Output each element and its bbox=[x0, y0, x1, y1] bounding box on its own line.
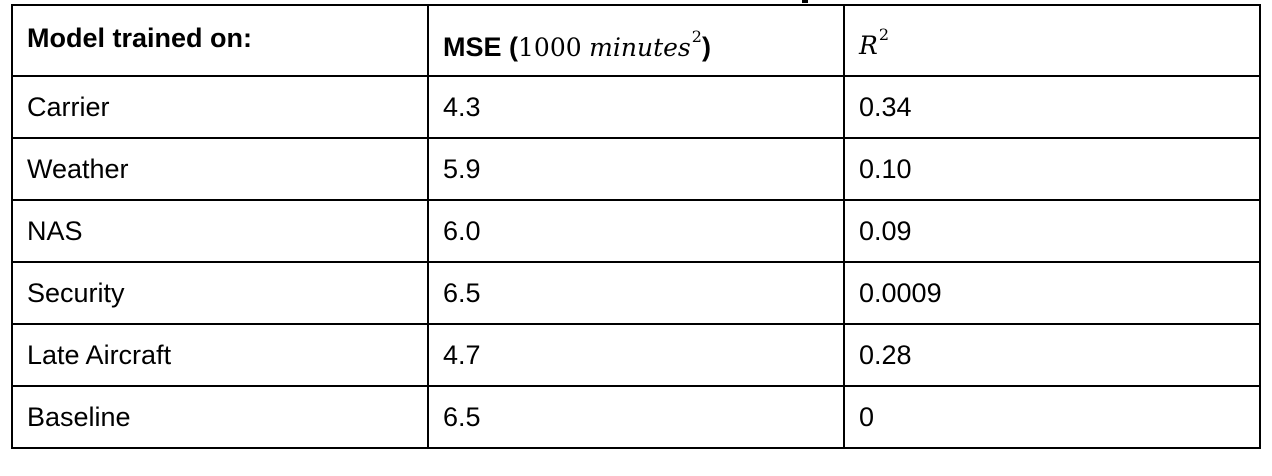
results-table: Model trained on: MSE (1000 minutes2) R2… bbox=[11, 4, 1261, 449]
header-mse-exponent: 2 bbox=[692, 27, 702, 46]
header-r2-symbol: R bbox=[859, 31, 878, 60]
header-mse-number: 1000 bbox=[518, 33, 582, 62]
header-mse-label: MSE bbox=[443, 32, 502, 62]
cell-model: NAS bbox=[12, 200, 428, 262]
header-model: Model trained on: bbox=[12, 5, 428, 76]
cell-mse: 4.7 bbox=[428, 324, 844, 386]
table-row: Weather 5.9 0.10 bbox=[12, 138, 1260, 200]
cell-model: Security bbox=[12, 262, 428, 324]
cell-model: Baseline bbox=[12, 386, 428, 448]
cell-mse: 6.5 bbox=[428, 386, 844, 448]
table-row: Late Aircraft 4.7 0.28 bbox=[12, 324, 1260, 386]
header-r2-exponent: 2 bbox=[879, 25, 889, 44]
cell-mse: 5.9 bbox=[428, 138, 844, 200]
cell-r2: 0.10 bbox=[844, 138, 1260, 200]
header-r2: R2 bbox=[844, 5, 1260, 76]
cell-model: Late Aircraft bbox=[12, 324, 428, 386]
cell-r2: 0 bbox=[844, 386, 1260, 448]
header-row: Model trained on: MSE (1000 minutes2) R2 bbox=[12, 5, 1260, 76]
cell-mse: 6.5 bbox=[428, 262, 844, 324]
header-mse-close-paren: ) bbox=[702, 32, 711, 62]
cell-r2: 0.34 bbox=[844, 76, 1260, 138]
header-mse-unit: minutes bbox=[589, 33, 691, 62]
cell-r2: 0.0009 bbox=[844, 262, 1260, 324]
cropped-caption-fragment bbox=[802, 0, 808, 3]
table-row: Security 6.5 0.0009 bbox=[12, 262, 1260, 324]
cell-mse: 4.3 bbox=[428, 76, 844, 138]
table-row: NAS 6.0 0.09 bbox=[12, 200, 1260, 262]
cell-model: Carrier bbox=[12, 76, 428, 138]
cell-r2: 0.09 bbox=[844, 200, 1260, 262]
cell-r2: 0.28 bbox=[844, 324, 1260, 386]
cell-model: Weather bbox=[12, 138, 428, 200]
table-row: Carrier 4.3 0.34 bbox=[12, 76, 1260, 138]
cell-mse: 6.0 bbox=[428, 200, 844, 262]
header-mse: MSE (1000 minutes2) bbox=[428, 5, 844, 76]
header-mse-open-paren: ( bbox=[509, 32, 518, 62]
table-row: Baseline 6.5 0 bbox=[12, 386, 1260, 448]
